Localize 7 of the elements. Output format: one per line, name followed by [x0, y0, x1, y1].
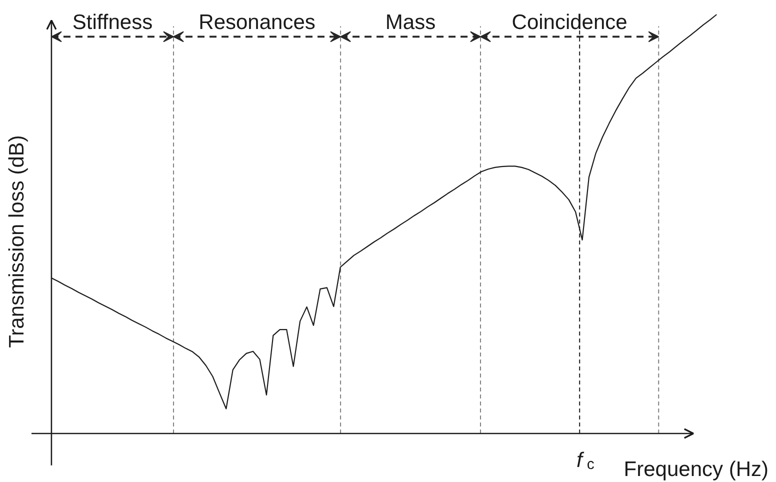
annotation: Resonances [198, 11, 316, 34]
annotation: Mass [385, 11, 436, 34]
text: fc [576, 448, 595, 473]
y-axis-title: Transmission loss (dB) [6, 135, 28, 348]
annotation: Coincidence [512, 11, 628, 34]
annotation: Stiffness [72, 11, 153, 34]
x-axis-title: Frequency (Hz) [624, 458, 768, 481]
